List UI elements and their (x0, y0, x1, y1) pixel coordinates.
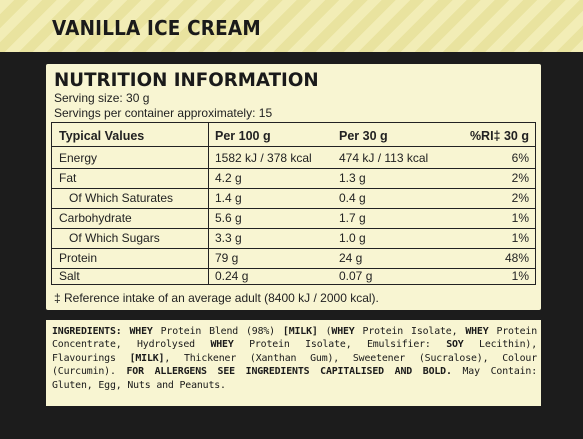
header-per-30g: Per 30 g (339, 129, 388, 143)
ingredient-text: ( (317, 326, 332, 337)
row-divider (52, 208, 535, 209)
per-30g-value: 474 kJ / 113 kcal (339, 151, 429, 165)
nutrient-name: Fat (59, 171, 77, 185)
nutrient-name: Carbohydrate (59, 211, 132, 225)
per-100g-value: 1.4 g (215, 191, 242, 205)
nutrient-name: Of Which Sugars (69, 231, 160, 245)
per-100g-value: 79 g (215, 251, 239, 265)
ingredient-text: Protein Concentrate, Hydrolysed (52, 326, 538, 351)
ingredient-text: Protein Isolate, (354, 326, 466, 337)
per-100g-value: 3.3 g (215, 231, 242, 245)
per-30g-value: 1.7 g (339, 211, 366, 225)
per-100g-value: 0.24 g (215, 269, 249, 283)
row-divider (52, 248, 535, 249)
row-divider (52, 228, 535, 229)
ingredients-panel: INGREDIENTS: WHEY Protein Blend (98%) [M… (46, 320, 541, 406)
row-divider (52, 268, 535, 269)
ri-value: 48% (504, 251, 529, 265)
per-100g-value: 1582 kJ / 378 kcal (215, 151, 312, 165)
reference-intake-footnote: ‡ Reference intake of an average adult (… (54, 291, 379, 305)
row-divider (52, 168, 535, 169)
allergen-emphasis: FOR ALLERGENS SEE INGREDIENTS CAPITALISE… (126, 366, 452, 378)
flavor-title: VANILLA ICE CREAM (52, 16, 261, 40)
ri-value: 2% (511, 171, 529, 185)
row-divider (52, 188, 535, 189)
allergen-emphasis: WHEY (465, 326, 489, 337)
ingredient-text: , Thickener (Xanthan Gum), Sweetener (Su… (52, 352, 537, 378)
ri-value: 6% (511, 151, 529, 165)
flavor-banner: VANILLA ICE CREAM (0, 0, 583, 52)
allergen-emphasis: SOY (446, 339, 464, 351)
ingredient-text: Lecithin), Flavourings (52, 339, 538, 364)
allergen-emphasis: WHEY (331, 326, 355, 337)
nutrient-name: Energy (59, 151, 98, 165)
per-30g-value: 0.4 g (339, 191, 366, 205)
ri-value: 2% (511, 191, 529, 205)
serving-size: Serving size: 30 g (54, 91, 150, 105)
nutrient-name: Of Which Saturates (69, 191, 174, 205)
ingredients-label: INGREDIENTS: (52, 326, 122, 337)
per-30g-value: 24 g (339, 251, 363, 265)
ri-value: 1% (511, 231, 529, 245)
nutrition-table: Typical Values Per 100 g Per 30 g %RI‡ 3… (51, 122, 536, 285)
ri-value: 1% (511, 211, 529, 225)
ingredients-list: WHEY Protein Blend (98%) [MILK] (WHEY Pr… (52, 326, 537, 391)
allergen-emphasis: WHEY (210, 339, 234, 351)
column-divider (208, 123, 209, 284)
header-divider (52, 146, 535, 147)
ingredients-text: INGREDIENTS: WHEY Protein Blend (98%) [M… (52, 325, 537, 392)
allergen-emphasis: WHEY (129, 326, 153, 337)
allergen-emphasis: [MILK] (129, 352, 165, 364)
ingredient-text: Protein Isolate, Emulsifier: (233, 339, 447, 351)
servings-per-container: Servings per container approximately: 15 (54, 106, 273, 120)
ri-value: 1% (511, 269, 529, 283)
allergen-emphasis: [MILK] (282, 326, 318, 337)
nutrition-title: NUTRITION INFORMATION (54, 69, 319, 91)
nutrient-name: Salt (59, 269, 80, 283)
per-100g-value: 5.6 g (215, 211, 242, 225)
per-30g-value: 1.3 g (339, 171, 366, 185)
header-per-100g: Per 100 g (215, 129, 271, 143)
nutrient-name: Protein (59, 251, 98, 265)
per-30g-value: 1.0 g (339, 231, 366, 245)
ingredient-text: May Contain: Gluten, Egg, Nuts and Peanu… (52, 366, 538, 391)
per-30g-value: 0.07 g (339, 269, 373, 283)
header-typical-values: Typical Values (59, 129, 145, 143)
ingredient-text: Protein Blend (98%) (152, 326, 283, 337)
header-ri: %RI‡ 30 g (469, 129, 529, 143)
nutrition-panel: NUTRITION INFORMATION Serving size: 30 g… (46, 64, 541, 310)
per-100g-value: 4.2 g (215, 171, 242, 185)
